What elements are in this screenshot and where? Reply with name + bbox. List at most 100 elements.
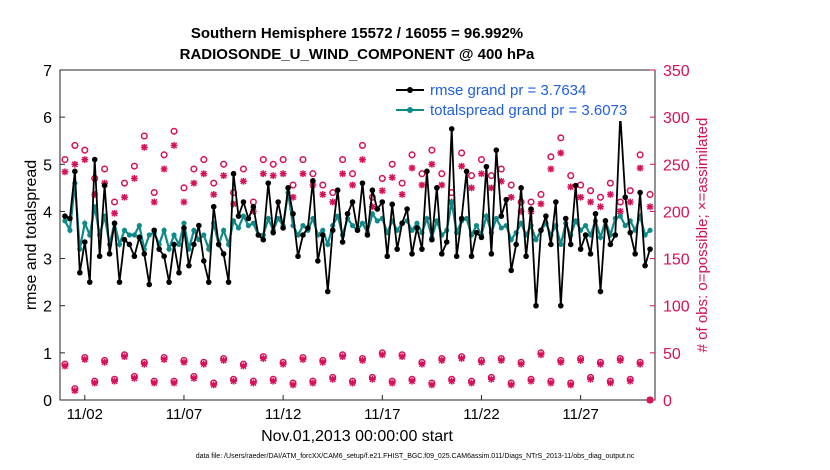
obs-assimilated-stroke (101, 359, 108, 366)
totalspread-point (136, 222, 142, 229)
rmse-point (612, 232, 619, 238)
rmse-point (523, 253, 529, 260)
x-tick-label: 11/27 (562, 406, 598, 423)
rmse-point (151, 227, 158, 234)
obs-assimilated-stroke (398, 191, 406, 198)
y2-tick-label: 350 (663, 63, 690, 80)
totalspread-point (622, 222, 628, 229)
obs-assimilated-stroke (478, 170, 485, 177)
obs-assimilated-stroke (260, 355, 267, 362)
obs-assimilated-stroke (438, 181, 445, 189)
rmse-point (354, 227, 361, 234)
obs-assimilated-stroke (478, 359, 485, 366)
obs-assimilated-stroke (170, 379, 178, 387)
rmse-point (424, 168, 430, 175)
obs-assimilated-marker (418, 181, 426, 189)
obs-possible-marker (527, 198, 535, 206)
obs-assimilated-stroke (220, 357, 227, 364)
rmse-point (334, 187, 341, 194)
totalspread-point (374, 218, 380, 224)
obs-assimilated-marker-low (487, 375, 495, 383)
obs-assimilated-stroke (339, 170, 346, 177)
obs-assimilated-stroke (270, 172, 277, 179)
x-axis: 11/02 11/07 11/12 11/17 11/22 11/27 (67, 395, 599, 423)
rmse-point (577, 246, 584, 252)
totalspread-point (533, 237, 539, 243)
rmse-point (235, 213, 242, 219)
obs-assimilated-marker-low (339, 353, 347, 361)
x-tick-label: 11/22 (463, 406, 499, 423)
obs-assimilated-stroke (408, 378, 416, 385)
rmse-point (389, 201, 396, 208)
rmse-point (533, 302, 539, 309)
obs-assimilated-marker-low (478, 358, 485, 366)
rmse-point (96, 253, 103, 260)
obs-assimilated-stroke (151, 198, 158, 206)
obs-possible-marker (438, 170, 446, 178)
obs-assimilated-stroke (289, 381, 297, 389)
rmse-point (483, 163, 490, 170)
rmse-point (339, 239, 346, 245)
y2-tick-label: 150 (663, 252, 690, 269)
obs-assimilated-marker (130, 175, 138, 182)
obs-assimilated-marker (240, 177, 247, 185)
obs-possible-marker (487, 172, 495, 180)
rmse-point (429, 236, 435, 243)
obs-assimilated-stroke (488, 184, 495, 191)
obs-assimilated-marker (606, 191, 614, 198)
obs-assimilated-marker (61, 168, 69, 176)
rmse-point (260, 236, 267, 243)
x-axis-label: Nov.01,2013 00:00:00 start (261, 428, 453, 445)
obs-assimilated-marker-low (398, 353, 406, 361)
obs-assimilated-stroke (319, 359, 326, 366)
rmse-point (637, 189, 643, 196)
rmse-point (399, 220, 405, 227)
obs-assimilated-marker-low (240, 362, 247, 370)
rmse-point (587, 251, 594, 257)
legend-box (393, 78, 650, 121)
x-tick-label: 11/17 (364, 406, 400, 423)
obs-assimilated-stroke (279, 170, 287, 177)
obs-assimilated-stroke (210, 191, 217, 198)
obs-assimilated-stroke (81, 356, 88, 363)
obs-possible-marker (150, 189, 158, 197)
obs-possible-marker (458, 149, 466, 157)
obs-assimilated-marker (319, 191, 327, 198)
totalspread-point (181, 220, 187, 226)
rmse-point (305, 225, 311, 231)
rmse-point (513, 241, 519, 248)
y-axis-left: 0 1 2 3 4 5 6 7 (43, 63, 65, 410)
obs-assimilated-marker (121, 193, 128, 201)
rmse-point (300, 232, 306, 238)
obs-assimilated-marker-low (597, 360, 604, 368)
obs-assimilated-marker-low (190, 374, 198, 382)
y-tick-label: 3 (43, 252, 52, 269)
obs-assimilated-stroke (617, 357, 624, 364)
obs-assimilated-stroke (418, 361, 426, 368)
rmse-point (359, 180, 366, 186)
obs-possible-marker (101, 165, 109, 173)
obs-assimilated-marker (210, 191, 218, 198)
rmse-point (205, 279, 212, 285)
obs-assimilated-stroke (230, 378, 237, 385)
y-tick-label: 1 (43, 346, 52, 363)
totalspread-point (240, 213, 247, 219)
obs-possible-marker (646, 190, 654, 199)
rmse-point (434, 185, 440, 191)
obs-assimilated-stroke (537, 200, 545, 208)
obs-assimilated-stroke (180, 359, 188, 366)
obs-assimilated-marker (160, 165, 168, 173)
rmse-point (181, 225, 187, 231)
obs-possible-marker (61, 156, 69, 164)
totalspread-point (335, 213, 341, 219)
plot-area (59, 69, 656, 401)
rmse-point (101, 182, 108, 189)
obs-assimilated-stroke (587, 376, 594, 383)
obs-assimilated-marker (547, 165, 555, 173)
rmse-point (91, 156, 98, 163)
totalspread-point (310, 215, 316, 222)
obs-assimilated-marker-low (279, 360, 287, 368)
rmse-point (265, 180, 272, 186)
rmse-point (458, 215, 465, 222)
totalspread-point (245, 222, 252, 229)
